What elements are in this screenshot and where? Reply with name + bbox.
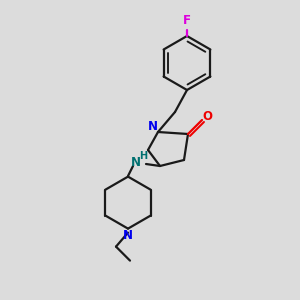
Text: N: N xyxy=(123,229,133,242)
Text: H: H xyxy=(139,151,147,161)
Text: N: N xyxy=(148,121,158,134)
Text: N: N xyxy=(131,157,141,169)
Text: O: O xyxy=(202,110,212,122)
Text: F: F xyxy=(183,14,191,27)
